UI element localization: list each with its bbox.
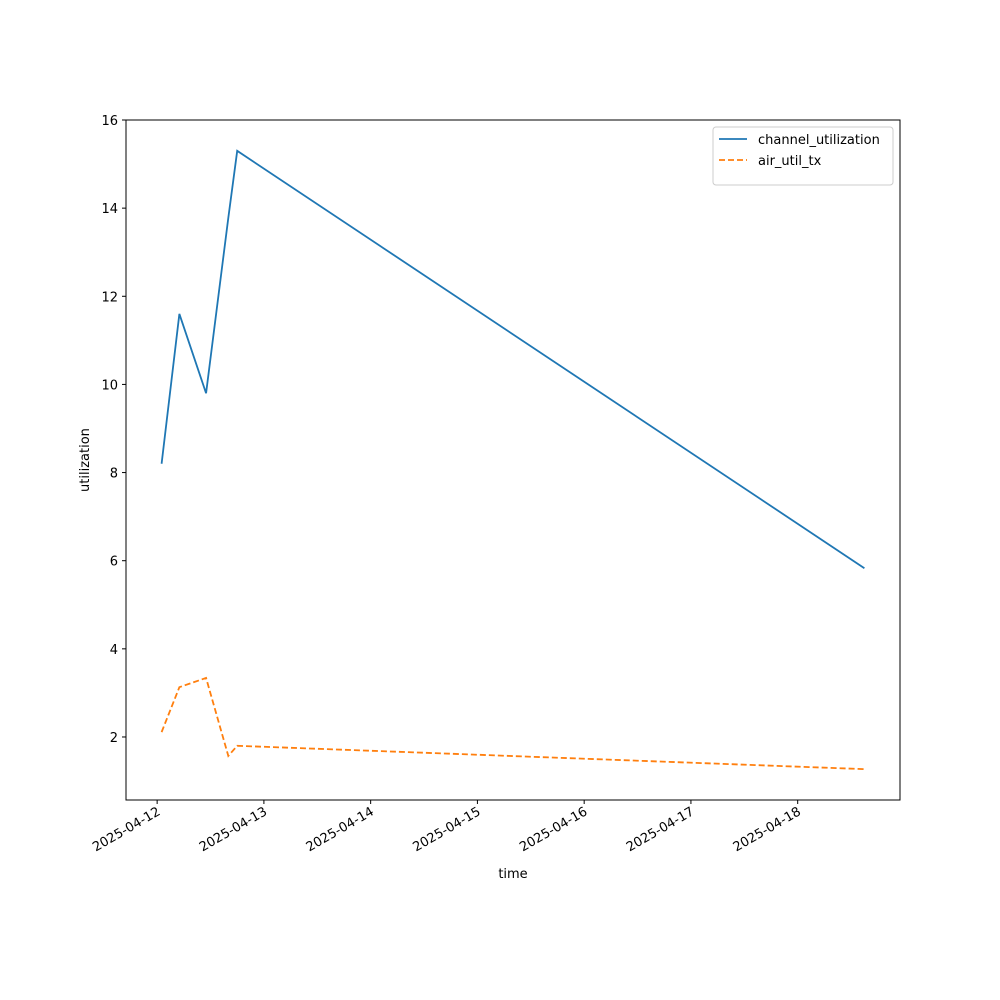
x-tick-label: 2025-04-18	[731, 804, 804, 855]
x-axis-label: time	[498, 867, 527, 882]
y-tick-label: 14	[101, 202, 118, 217]
y-tick-label: 16	[101, 114, 118, 129]
plot-frame	[125, 119, 901, 801]
y-tick-label: 10	[101, 378, 118, 393]
y-axis-label: utilization	[78, 428, 93, 492]
legend-box	[712, 126, 894, 186]
x-tick-label: 2025-04-13	[197, 804, 270, 855]
x-tick-label: 2025-04-15	[410, 804, 483, 855]
x-tick-label: 2025-04-16	[517, 804, 590, 855]
series-line	[160, 149, 865, 569]
series-line	[160, 676, 865, 771]
y-tick-label: 4	[110, 643, 118, 658]
legend-label: air_util_tx	[758, 154, 822, 169]
y-tick-label: 8	[110, 467, 118, 482]
x-tick-label: 2025-04-17	[624, 804, 697, 855]
legend-label: channel_utilization	[758, 133, 880, 148]
y-tick-label: 12	[101, 290, 118, 305]
y-tick-label: 2	[110, 731, 118, 746]
y-tick-label: 6	[110, 555, 118, 570]
x-tick-label: 2025-04-12	[90, 804, 163, 855]
x-tick-label: 2025-04-14	[304, 804, 377, 855]
